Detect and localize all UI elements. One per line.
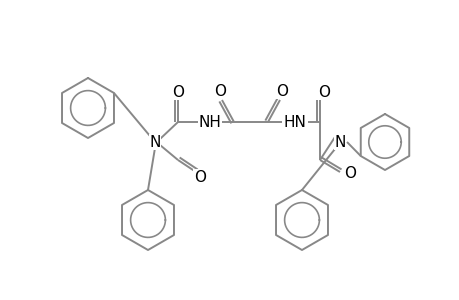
Text: O: O (275, 83, 287, 98)
Text: O: O (343, 167, 355, 182)
Text: NH: NH (198, 115, 221, 130)
Text: O: O (213, 83, 225, 98)
Text: O: O (194, 169, 206, 184)
Text: N: N (149, 134, 160, 149)
Text: O: O (172, 85, 184, 100)
Text: HN: HN (283, 115, 306, 130)
Text: O: O (317, 85, 329, 100)
Text: N: N (334, 134, 345, 149)
